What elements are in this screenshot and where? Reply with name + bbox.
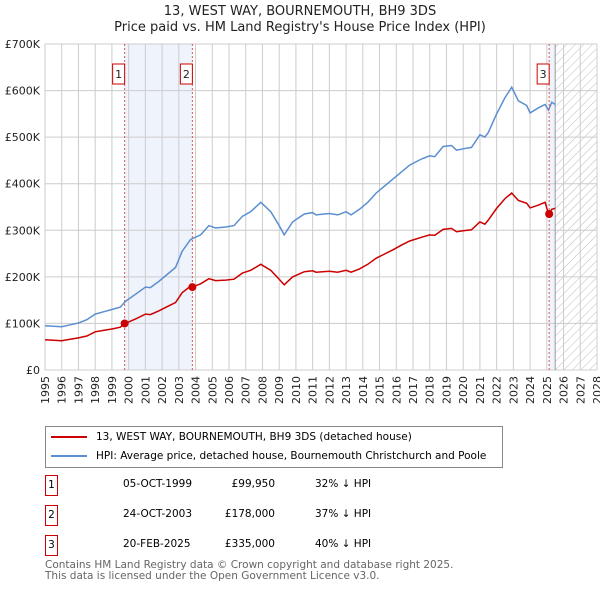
chart-subtitle: Price paid vs. HM Land Registry's House … <box>114 20 486 35</box>
x-tick-label: 2012 <box>323 376 336 404</box>
x-tick-label: 2020 <box>457 376 470 404</box>
sale-marker-label: 1 <box>115 68 122 81</box>
x-tick-label: 2027 <box>574 376 587 404</box>
x-tick-label: 2015 <box>374 376 387 404</box>
x-tick-label: 2005 <box>206 376 219 404</box>
legend-label: HPI: Average price, detached house, Bour… <box>96 449 487 462</box>
sale-marker-box <box>536 63 550 85</box>
y-tick-label: £400K <box>5 178 41 191</box>
legend-swatch-blue <box>51 454 87 457</box>
transaction-number: 1 <box>45 475 58 496</box>
footer-line: This data is licensed under the Open Gov… <box>45 570 380 582</box>
footer-line: Contains HM Land Registry data © Crown c… <box>45 559 454 571</box>
chart-legend: 13, WEST WAY, BOURNEMOUTH, BH9 3DS (deta… <box>45 426 503 468</box>
x-tick-label: 2006 <box>223 376 236 404</box>
transaction-hpi-diff: 32% ↓ HPI <box>315 478 372 490</box>
ownership-shade <box>124 44 193 370</box>
footer-attribution: Contains HM Land Registry data © Crown c… <box>45 560 453 582</box>
y-tick-label: £200K <box>5 271 41 284</box>
transaction-price: £99,950 <box>231 478 275 490</box>
transaction-price: £335,000 <box>224 538 275 550</box>
x-tick-label: 2017 <box>407 376 420 404</box>
x-tick-label: 2014 <box>357 376 370 404</box>
transaction-hpi-diff: 37% ↓ HPI <box>315 508 372 520</box>
sale-point <box>545 209 554 218</box>
x-tick-label: 2008 <box>256 376 269 404</box>
x-tick-label: 2028 <box>591 376 600 404</box>
x-tick-label: 2016 <box>390 376 403 404</box>
x-tick-label: 2024 <box>524 376 537 404</box>
x-tick-label: 1995 <box>39 376 52 404</box>
x-tick-label: 2022 <box>491 376 504 404</box>
transaction-row: 2 24-OCT-2003 £178,000 37% ↓ HPI <box>45 505 465 526</box>
y-tick-label: £700K <box>5 38 41 51</box>
sale-marker-box <box>179 63 193 85</box>
transaction-row: 3 20-FEB-2025 £335,000 40% ↓ HPI <box>45 535 465 556</box>
x-tick-label: 1996 <box>56 376 69 404</box>
sale-marker-box <box>112 63 126 85</box>
x-tick-label: 2001 <box>139 376 152 404</box>
property-price-line <box>44 191 556 342</box>
transaction-row: 1 05-OCT-1999 £99,950 32% ↓ HPI <box>45 475 465 496</box>
x-tick-label: 2007 <box>240 376 253 404</box>
y-tick-label: £0 <box>26 364 40 377</box>
y-tick-label: £300K <box>5 224 41 237</box>
y-tick-label: £100K <box>5 317 41 330</box>
x-tick-label: 2003 <box>173 376 186 404</box>
x-tick-label: 2018 <box>424 376 437 404</box>
chart-title: 13, WEST WAY, BOURNEMOUTH, BH9 3DS <box>163 4 437 19</box>
transaction-number: 2 <box>45 505 58 526</box>
transaction-hpi-diff: 40% ↓ HPI <box>315 538 372 550</box>
sale-point <box>120 319 129 328</box>
x-tick-label: 2002 <box>156 376 169 404</box>
sale-point <box>188 283 197 292</box>
x-tick-label: 1998 <box>89 376 102 404</box>
x-tick-label: 1997 <box>72 376 85 404</box>
transaction-number: 3 <box>45 535 58 556</box>
forecast-hatch <box>555 44 597 370</box>
x-tick-label: 2009 <box>273 376 286 404</box>
legend-label: 13, WEST WAY, BOURNEMOUTH, BH9 3DS (deta… <box>96 430 412 443</box>
x-tick-label: 2010 <box>290 376 303 404</box>
x-tick-label: 2021 <box>474 376 487 404</box>
legend-item-hpi: HPI: Average price, detached house, Bour… <box>46 446 502 465</box>
x-tick-label: 2019 <box>440 376 453 404</box>
x-tick-label: 2013 <box>340 376 353 404</box>
y-tick-label: £600K <box>5 85 41 98</box>
transaction-date: 05-OCT-1999 <box>123 478 192 490</box>
x-tick-label: 1999 <box>106 376 119 404</box>
legend-swatch-red <box>51 435 87 438</box>
x-tick-label: 2004 <box>190 376 203 404</box>
x-tick-label: 2026 <box>558 376 571 404</box>
x-tick-label: 2025 <box>541 376 554 404</box>
x-tick-label: 2011 <box>307 376 320 404</box>
transaction-date: 24-OCT-2003 <box>123 508 192 520</box>
x-tick-label: 2000 <box>123 376 136 404</box>
sale-marker-label: 3 <box>540 68 547 81</box>
legend-item-property: 13, WEST WAY, BOURNEMOUTH, BH9 3DS (deta… <box>46 427 502 446</box>
hpi-line <box>44 85 556 328</box>
x-tick-label: 2023 <box>507 376 520 404</box>
sale-marker-label: 2 <box>183 68 190 81</box>
ownership-shade <box>549 44 556 370</box>
transaction-price: £178,000 <box>224 508 275 520</box>
y-tick-label: £500K <box>5 131 41 144</box>
transaction-date: 20-FEB-2025 <box>123 538 191 550</box>
